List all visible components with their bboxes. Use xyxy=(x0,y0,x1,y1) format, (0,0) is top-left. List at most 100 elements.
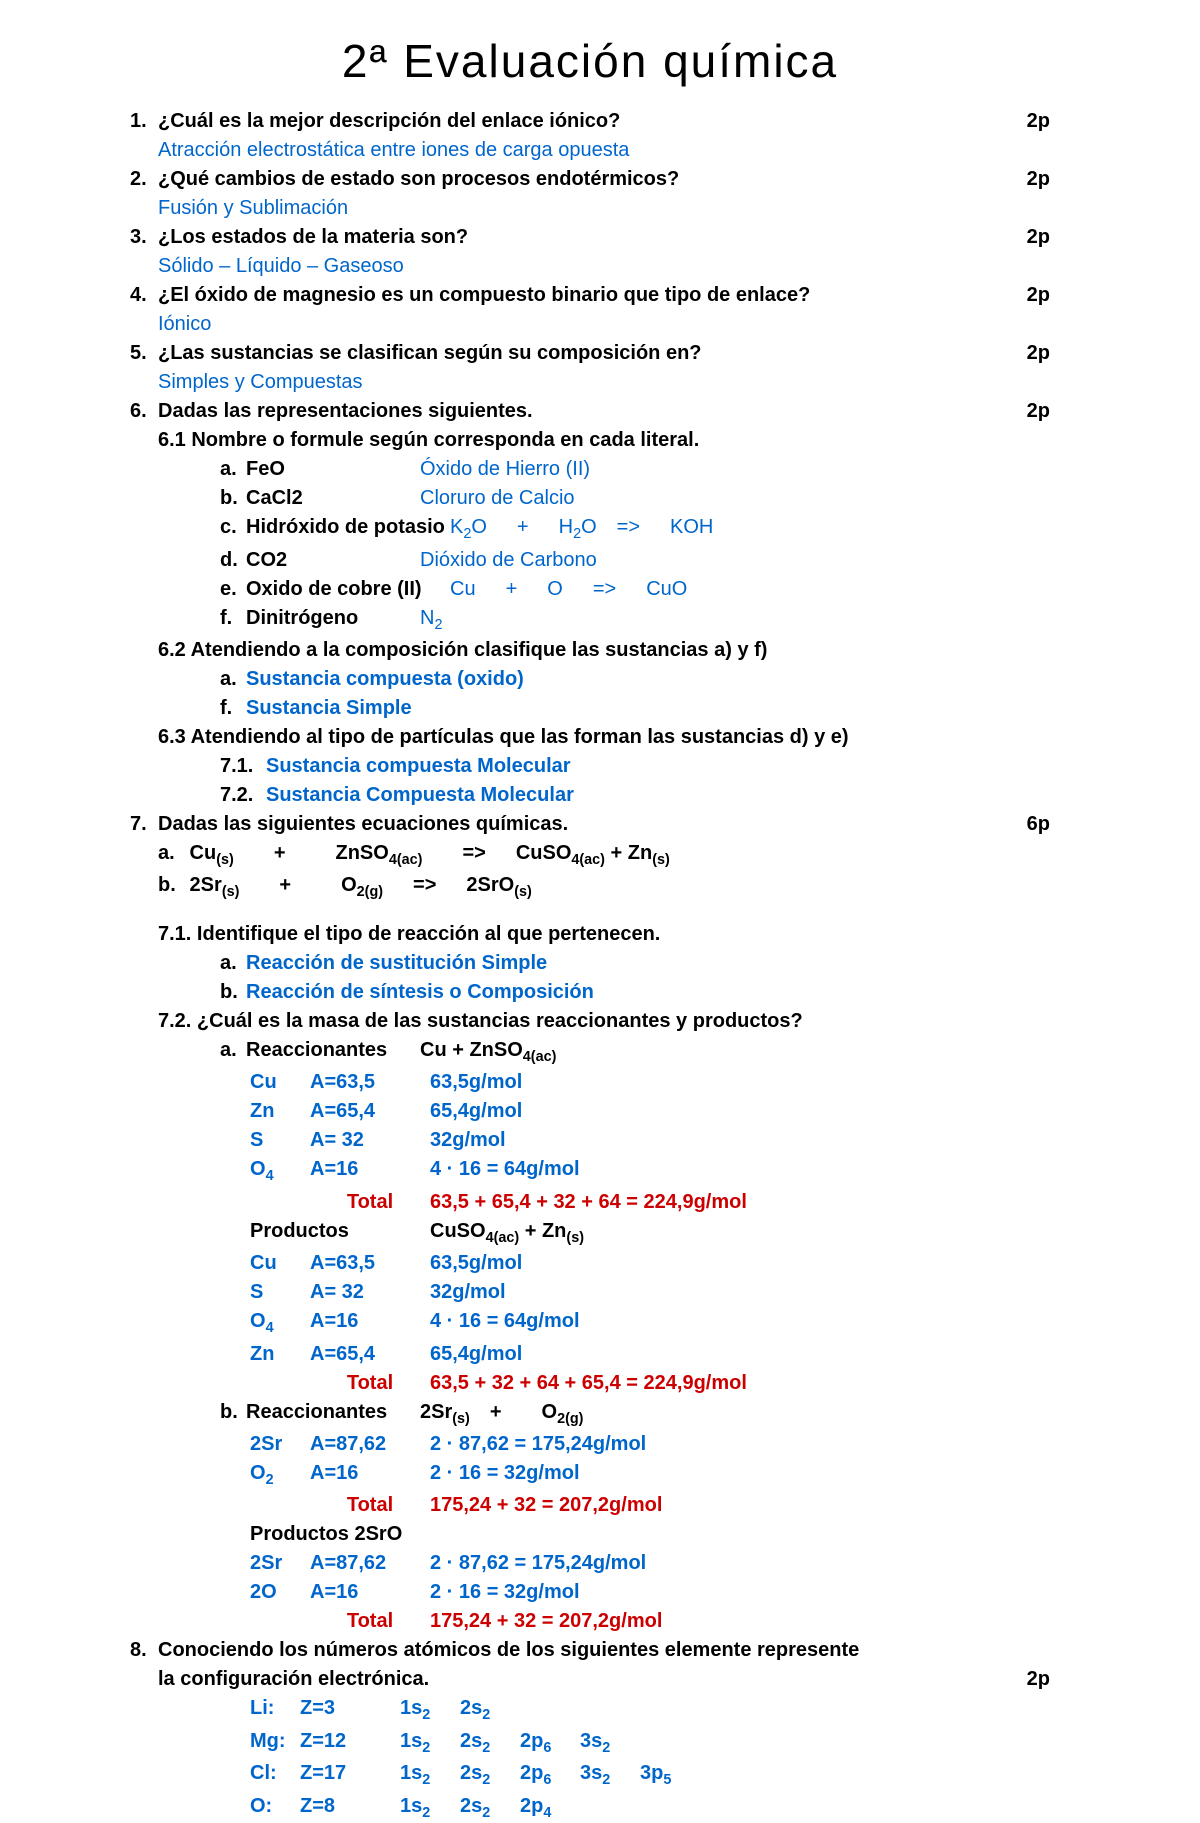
q7a-p-s-elem: S xyxy=(250,1279,310,1306)
q6-points: 2p xyxy=(1017,398,1050,425)
q4-text: ¿El óxido de magnesio es un compuesto bi… xyxy=(158,284,810,306)
q7b-react-letter: b. xyxy=(220,1399,246,1426)
q7s1b-answer: Reacción de síntesis o Composición xyxy=(246,981,594,1003)
q8-cl: Cl: Z=17 1s2 2s2 2p6 3s2 3p5 xyxy=(130,1760,1050,1790)
q6-s2-f: f.Sustancia Simple xyxy=(130,695,1050,722)
q7a-r-cu-elem: Cu xyxy=(250,1069,310,1096)
question-6: 6.Dadas las representaciones siguientes.… xyxy=(130,398,1050,425)
q7a-r-o4-elem: O4 xyxy=(250,1156,310,1186)
q8-line2: la configuración electrónica. 2p xyxy=(130,1666,1050,1693)
q6-s3-b: 7.2.Sustancia Compuesta Molecular xyxy=(130,782,1050,809)
q6e-name: Oxido de cobre (II) xyxy=(246,578,422,600)
q6s2f-letter: f. xyxy=(220,695,246,722)
q7b-r-total: Total175,24 + 32 = 207,2g/mol xyxy=(130,1492,1050,1519)
q7a-r-cu-val: 63,5g/mol xyxy=(430,1069,522,1096)
q7s1a-letter: a. xyxy=(220,950,246,977)
q7s1a-answer: Reacción de sustitución Simple xyxy=(246,952,547,974)
q6a-answer: Óxido de Hierro (II) xyxy=(420,456,1050,483)
q6a-letter: a. xyxy=(220,456,246,483)
q1-num: 1. xyxy=(130,108,158,135)
q1-answer: Atracción electrostática entre iones de … xyxy=(130,137,1050,164)
q7a-p-zn: ZnA=65,465,4g/mol xyxy=(130,1341,1050,1368)
q3-num: 3. xyxy=(130,224,158,251)
q3-points: 2p xyxy=(1017,224,1050,251)
q8-points: 2p xyxy=(1017,1666,1050,1693)
q7a-react-header: a.Reaccionantes Cu + ZnSO4(ac) xyxy=(130,1037,1050,1067)
q7-text: Dadas las siguientes ecuaciones químicas… xyxy=(158,813,568,835)
q6f-answer: N2 xyxy=(420,605,1050,635)
q7b-p-sr-mass: A=87,62 xyxy=(310,1550,430,1577)
question-5: 5.¿Las sustancias se clasifican según su… xyxy=(130,340,1050,367)
q6e-answer: Cu+O=>CuO xyxy=(450,576,1050,603)
q7a-r-s-val: 32g/mol xyxy=(430,1127,506,1154)
q7a-prod-header: Productos CuSO4(ac) + Zn(s) xyxy=(130,1218,1050,1248)
q7a-p-o4-elem: O4 xyxy=(250,1308,310,1338)
q7b-r-o2-val: 2 · 16 = 32g/mol xyxy=(430,1460,580,1490)
q7-sub1: 7.1. Identifique el tipo de reacción al … xyxy=(130,921,1050,948)
q7a-r-s-mass: A= 32 xyxy=(310,1127,430,1154)
q7-s1-b: b.Reacción de síntesis o Composición xyxy=(130,979,1050,1006)
q7b-r-sr-val: 2 · 87,62 = 175,24g/mol xyxy=(430,1431,646,1458)
q8-li-1s: 1s2 xyxy=(400,1695,460,1725)
q7a-prod-formula: CuSO4(ac) + Zn(s) xyxy=(430,1218,584,1248)
q8-cl-2s: 2s2 xyxy=(460,1760,520,1790)
q6-sub1: 6.1 Nombre o formule según corresponda e… xyxy=(130,427,1050,454)
q7b-p-sr: 2SrA=87,622 · 87,62 = 175,24g/mol xyxy=(130,1550,1050,1577)
q8-mg-z: Z=12 xyxy=(300,1728,400,1758)
q6s2a-answer: Sustancia compuesta (oxido) xyxy=(246,668,524,690)
question-2: 2.¿Qué cambios de estado son procesos en… xyxy=(130,166,1050,193)
q6-item-f: f.Dinitrógeno N2 xyxy=(130,605,1050,635)
q7b-r-total-label: Total xyxy=(310,1492,430,1519)
q7a-p-total-label: Total xyxy=(310,1370,430,1397)
q7-sub2: 7.2. ¿Cuál es la masa de las sustancias … xyxy=(130,1008,1050,1035)
q3-answer: Sólido – Líquido – Gaseoso xyxy=(130,253,1050,280)
q7b-p-sr-elem: 2Sr xyxy=(250,1550,310,1577)
q7b-r-o2-mass: A=16 xyxy=(310,1460,430,1490)
q7a-r-o4-mass: A=16 xyxy=(310,1156,430,1186)
q8-cl-1s: 1s2 xyxy=(400,1760,460,1790)
q5-answer: Simples y Compuestas xyxy=(130,369,1050,396)
q8-li-elem: Li: xyxy=(250,1695,300,1725)
question-3: 3.¿Los estados de la materia son? 2p xyxy=(130,224,1050,251)
q6-item-e: e.Oxido de cobre (II) Cu+O=>CuO xyxy=(130,576,1050,603)
q7b-p-total-val: 175,24 + 32 = 207,2g/mol xyxy=(430,1608,662,1635)
q3-text: ¿Los estados de la materia son? xyxy=(158,226,468,248)
q8-mg-3s: 3s2 xyxy=(580,1728,640,1758)
q6s2a-letter: a. xyxy=(220,666,246,693)
q6s3a-letter: 7.1. xyxy=(220,753,266,780)
q7a-prod-title: Productos xyxy=(250,1218,430,1248)
q7a-r-zn-elem: Zn xyxy=(250,1098,310,1125)
q8-cl-3s: 3s2 xyxy=(580,1760,640,1790)
q6-item-b: b.CaCl2 Cloruro de Calcio xyxy=(130,485,1050,512)
q7b-p-o-elem: 2O xyxy=(250,1579,310,1606)
q6e-letter: e. xyxy=(220,576,246,603)
q6f-name: Dinitrógeno xyxy=(246,607,358,629)
q4-answer: Iónico xyxy=(130,311,1050,338)
q6c-name: Hidróxido de potasio xyxy=(246,516,445,538)
question-4: 4.¿El óxido de magnesio es un compuesto … xyxy=(130,282,1050,309)
q7b-p-o: 2OA=162 · 16 = 32g/mol xyxy=(130,1579,1050,1606)
q7b-r-sr-mass: A=87,62 xyxy=(310,1431,430,1458)
q8-o-2p: 2p4 xyxy=(520,1793,580,1823)
q7a-p-zn-elem: Zn xyxy=(250,1341,310,1368)
q7-eq-a: a. Cu(s)+ZnSO4(ac)=>CuSO4(ac) + Zn(s) xyxy=(130,840,1050,870)
q7b-letter: b. xyxy=(158,872,184,899)
q7b-p-total-label: Total xyxy=(310,1608,430,1635)
q8-mg-2s: 2s2 xyxy=(460,1728,520,1758)
q6-item-d: d.CO2 Dióxido de Carbono xyxy=(130,547,1050,574)
q7b-p-sr-val: 2 · 87,62 = 175,24g/mol xyxy=(430,1550,646,1577)
q7a-r-zn-val: 65,4g/mol xyxy=(430,1098,522,1125)
q6-item-a: a.FeO Óxido de Hierro (II) xyxy=(130,456,1050,483)
q7b-prod-header: Productos 2SrO xyxy=(130,1521,1050,1548)
q7b-r-sr: 2SrA=87,622 · 87,62 = 175,24g/mol xyxy=(130,1431,1050,1458)
q8-mg-elem: Mg: xyxy=(250,1728,300,1758)
q7b-p-total: Total175,24 + 32 = 207,2g/mol xyxy=(130,1608,1050,1635)
q7a-r-zn-mass: A=65,4 xyxy=(310,1098,430,1125)
q8-cl-z: Z=17 xyxy=(300,1760,400,1790)
q7a-p-o4-mass: A=16 xyxy=(310,1308,430,1338)
q7a-r-cu-mass: A=63,5 xyxy=(310,1069,430,1096)
q6-item-c: c.Hidróxido de potasio K2O+H2O=>KOH xyxy=(130,514,1050,544)
q8-cl-elem: Cl: xyxy=(250,1760,300,1790)
q7b-react-title: Reaccionantes xyxy=(246,1401,387,1423)
q8-o-elem: O: xyxy=(250,1793,300,1823)
